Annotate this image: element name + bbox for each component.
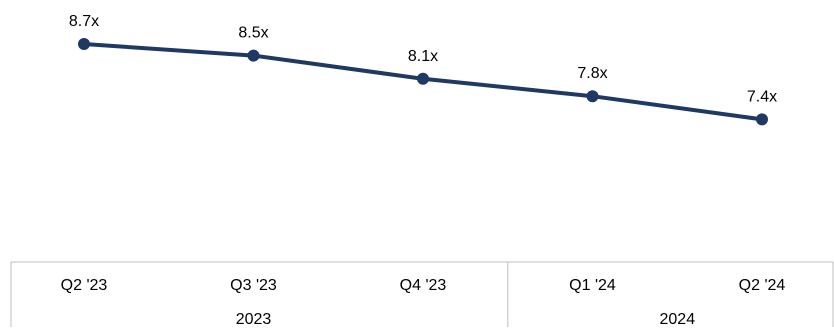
category-axis: Q2 '23 Q3 '23 Q4 '23 Q1 '24 Q2 '24 2023 2024 <box>10 261 834 328</box>
data-label: 8.7x <box>69 13 99 30</box>
data-label: 7.4x <box>747 88 777 105</box>
data-label: 8.1x <box>408 48 438 65</box>
data-point <box>78 38 90 50</box>
data-label: 8.5x <box>238 25 268 42</box>
data-point <box>586 90 599 103</box>
data-point <box>247 49 260 62</box>
x-tick-label: Q4 '23 <box>400 277 447 294</box>
data-point <box>756 113 768 126</box>
x-tick-label: Q2 '23 <box>61 277 108 294</box>
x-tick-label: Q3 '23 <box>230 277 277 294</box>
data-label: 7.8x <box>577 65 607 82</box>
plot-area: 8.7x 8.5x 8.1x 7.8x 7.4x <box>69 13 777 126</box>
data-point <box>417 72 429 85</box>
x-tick-label: Q1 '24 <box>569 277 616 294</box>
x-tick-label: Q2 '24 <box>739 277 786 294</box>
x-group-label: 2023 <box>236 311 272 327</box>
x-group-label: 2024 <box>660 311 696 327</box>
